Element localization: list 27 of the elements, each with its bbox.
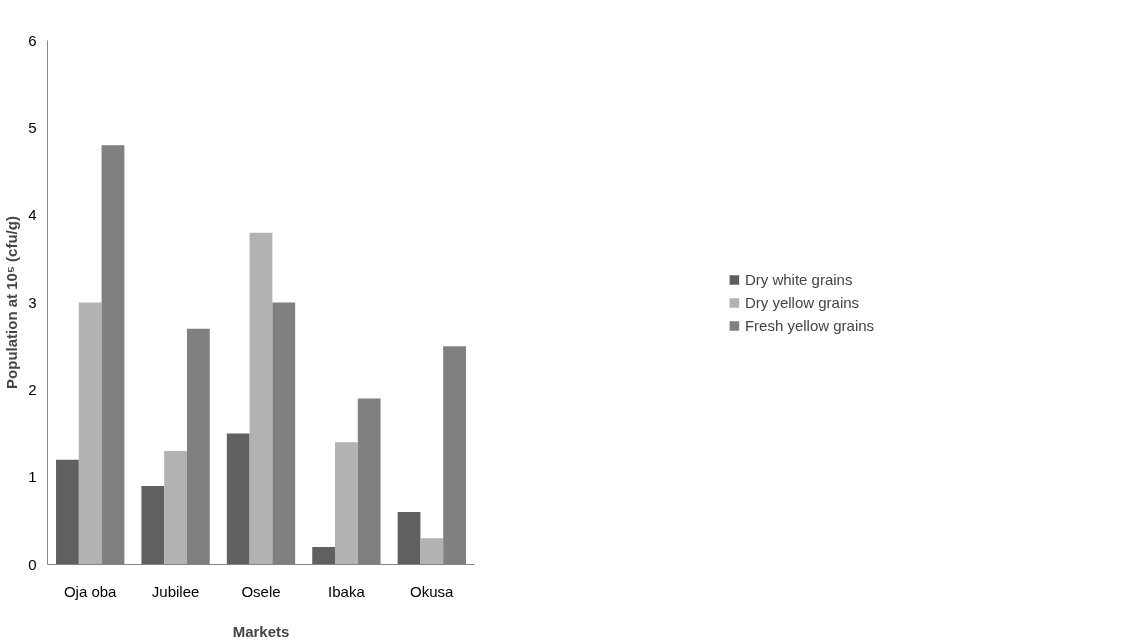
bar [420, 538, 444, 565]
bar [56, 459, 79, 565]
bar [249, 232, 273, 565]
x-tick-label: Jubilee [151, 582, 200, 600]
x-tick-label: Okusa [410, 582, 455, 600]
y-axis-title: Population at 10⁵ (cfu/g) [3, 216, 21, 389]
legend-label: Fresh yellow grains [744, 316, 875, 334]
x-tick-label: Ibaka [328, 582, 366, 600]
bar [335, 442, 358, 565]
bar [312, 547, 336, 565]
bar [164, 450, 187, 565]
legend-label: Dry white grains [744, 270, 853, 288]
y-tick-label: 3 [28, 293, 37, 311]
legend-label: Dry yellow grains [744, 293, 860, 311]
y-tick-label: 1 [28, 468, 37, 486]
y-tick-label: 0 [28, 555, 37, 573]
bar [226, 433, 250, 565]
y-tick-label: 5 [28, 118, 37, 136]
bar [141, 485, 165, 565]
y-tick-label: 2 [28, 380, 37, 398]
y-tick-label: 4 [28, 206, 37, 224]
bar [78, 302, 102, 565]
x-tick-label: Osele [241, 582, 281, 600]
y-tick-label: 6 [28, 31, 37, 49]
x-tick-label: Oja oba [63, 582, 118, 600]
x-axis-title: Markets [232, 622, 290, 640]
bar [397, 512, 421, 565]
